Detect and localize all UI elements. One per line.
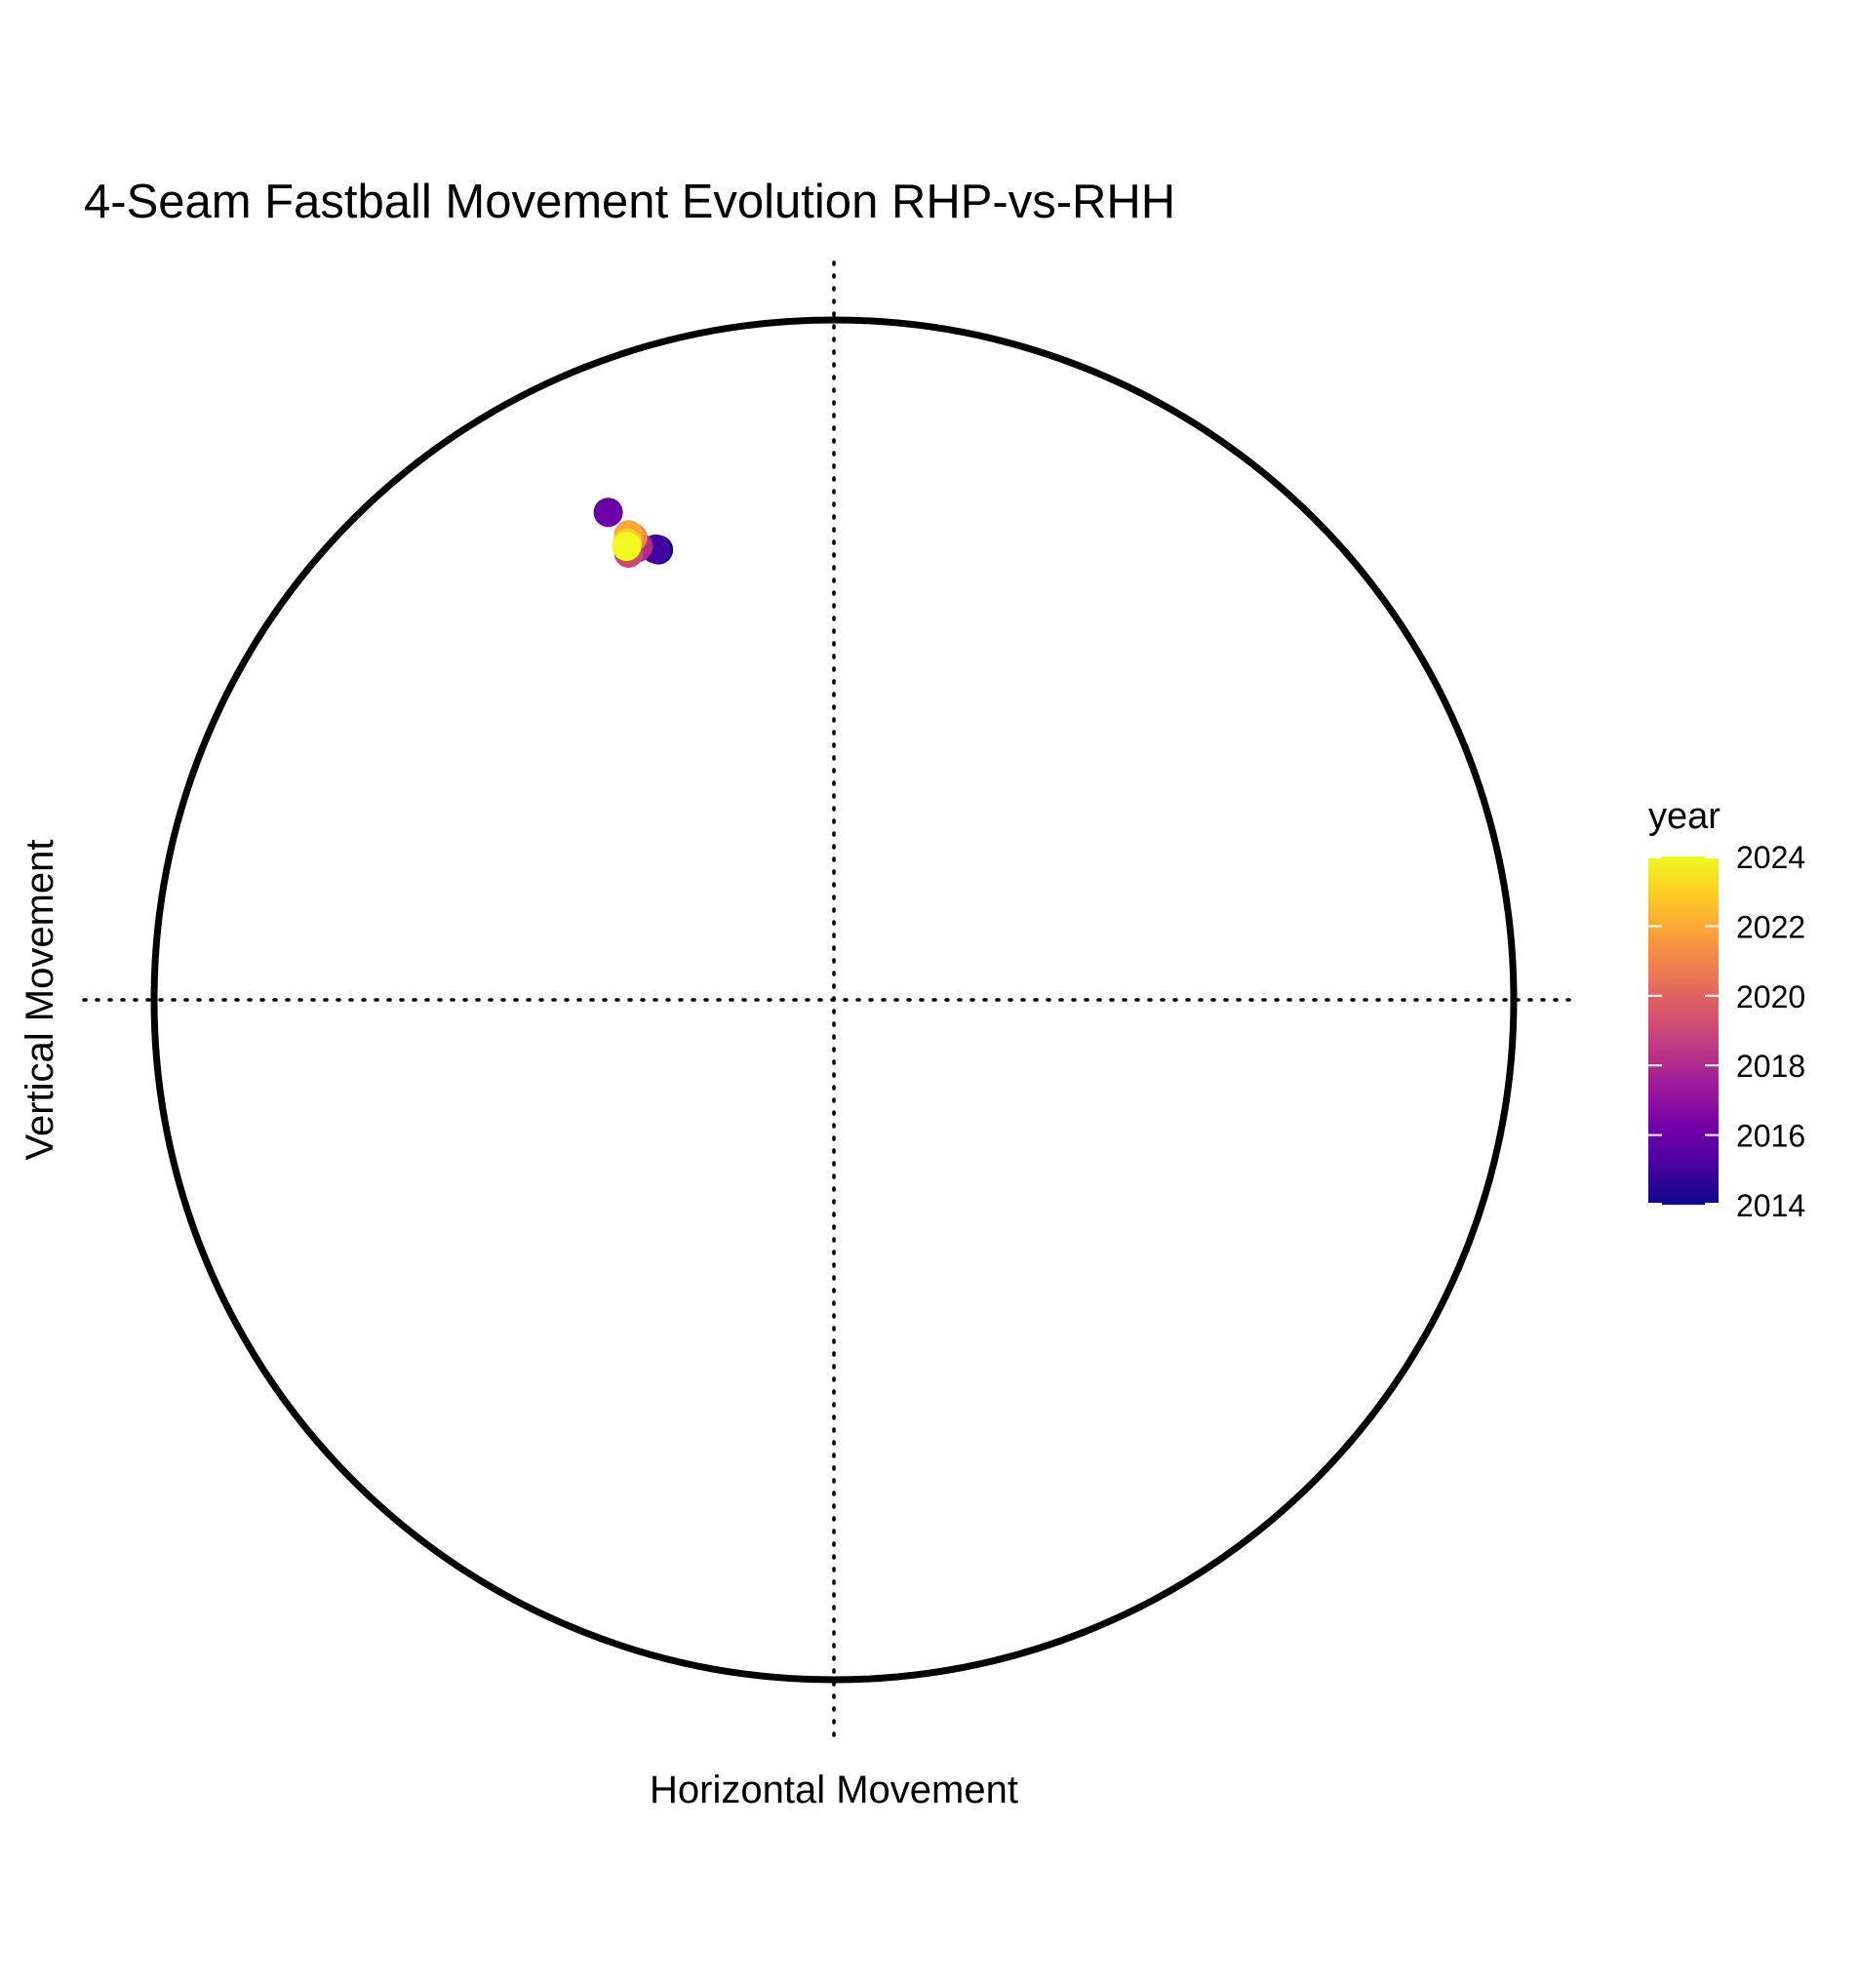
plot-area <box>84 262 1574 1746</box>
data-point-2024 <box>612 532 641 561</box>
colorbar-tick-label: 2022 <box>1736 909 1805 944</box>
x-axis-label: Horizontal Movement <box>650 1769 1018 1811</box>
colorbar-tick-label: 2020 <box>1736 979 1805 1014</box>
data-point-2016 <box>594 497 623 527</box>
colorbar-tick-label: 2024 <box>1736 840 1805 875</box>
legend-title: year <box>1648 796 1721 837</box>
colorbar <box>1648 856 1719 1205</box>
colorbar-tick-label: 2018 <box>1736 1049 1805 1084</box>
colorbar-tick-label: 2014 <box>1736 1188 1805 1223</box>
colorbar-tick-label: 2016 <box>1736 1119 1805 1154</box>
y-axis-label: Vertical Movement <box>19 839 61 1160</box>
data-points <box>594 497 674 568</box>
chart-title: 4-Seam Fastball Movement Evolution RHP-v… <box>84 176 1175 228</box>
color-legend: year 2014 2016 2018 2020 2022 2024 <box>1648 796 1805 1223</box>
